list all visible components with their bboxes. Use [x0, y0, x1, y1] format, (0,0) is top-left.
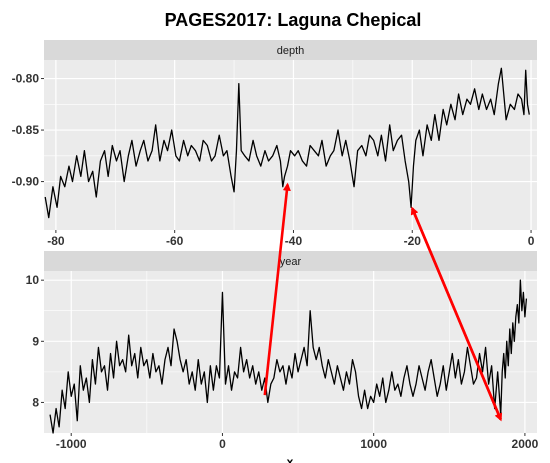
y-tick-label: -0.80	[12, 72, 40, 86]
strip-label-year: year	[280, 256, 302, 268]
y-tick-label: -0.90	[12, 175, 40, 189]
facet-depth: depth -80 -60 -40 -20 0 -0.80 -0.85 -0.90	[12, 40, 537, 248]
strip-year	[44, 251, 537, 271]
x-axis-title: x	[287, 455, 294, 463]
strip-label-depth: depth	[277, 45, 305, 57]
x-tick-label: 0	[528, 234, 535, 248]
gridlines-depth	[44, 60, 537, 230]
annotation-arrow	[263, 182, 291, 396]
series-line	[44, 67, 530, 219]
annotation-arrow	[410, 206, 502, 421]
ticks-year: -1000 0 1000 2000 10 9 8	[26, 273, 539, 451]
strip-depth	[44, 40, 537, 60]
y-tick-label: 9	[32, 334, 39, 348]
series-line	[49, 279, 528, 434]
x-tick-label: -80	[47, 234, 65, 248]
panel-background-year	[44, 271, 537, 433]
y-tick-label: 10	[26, 273, 40, 287]
facet-year: year -1000 0 1000 2000 10 9 8	[26, 251, 539, 451]
chart-title: PAGES2017: Laguna Chepical	[165, 10, 422, 30]
x-tick-label: 2000	[512, 437, 539, 451]
x-tick-label: -20	[404, 234, 422, 248]
series-line-depth	[44, 67, 530, 219]
x-tick-label: -40	[285, 234, 303, 248]
y-tick-label: 8	[32, 395, 39, 409]
x-tick-label: 0	[219, 437, 226, 451]
x-tick-label: -1000	[56, 437, 87, 451]
panel-background-depth	[44, 60, 537, 230]
ticks-depth: -80 -60 -40 -20 0 -0.80 -0.85 -0.90	[12, 72, 535, 248]
series-line-year	[49, 279, 528, 434]
x-tick-label: 1000	[360, 437, 387, 451]
y-tick-label: -0.85	[12, 123, 40, 137]
annotation-arrows	[263, 182, 503, 422]
x-tick-label: -60	[166, 234, 184, 248]
